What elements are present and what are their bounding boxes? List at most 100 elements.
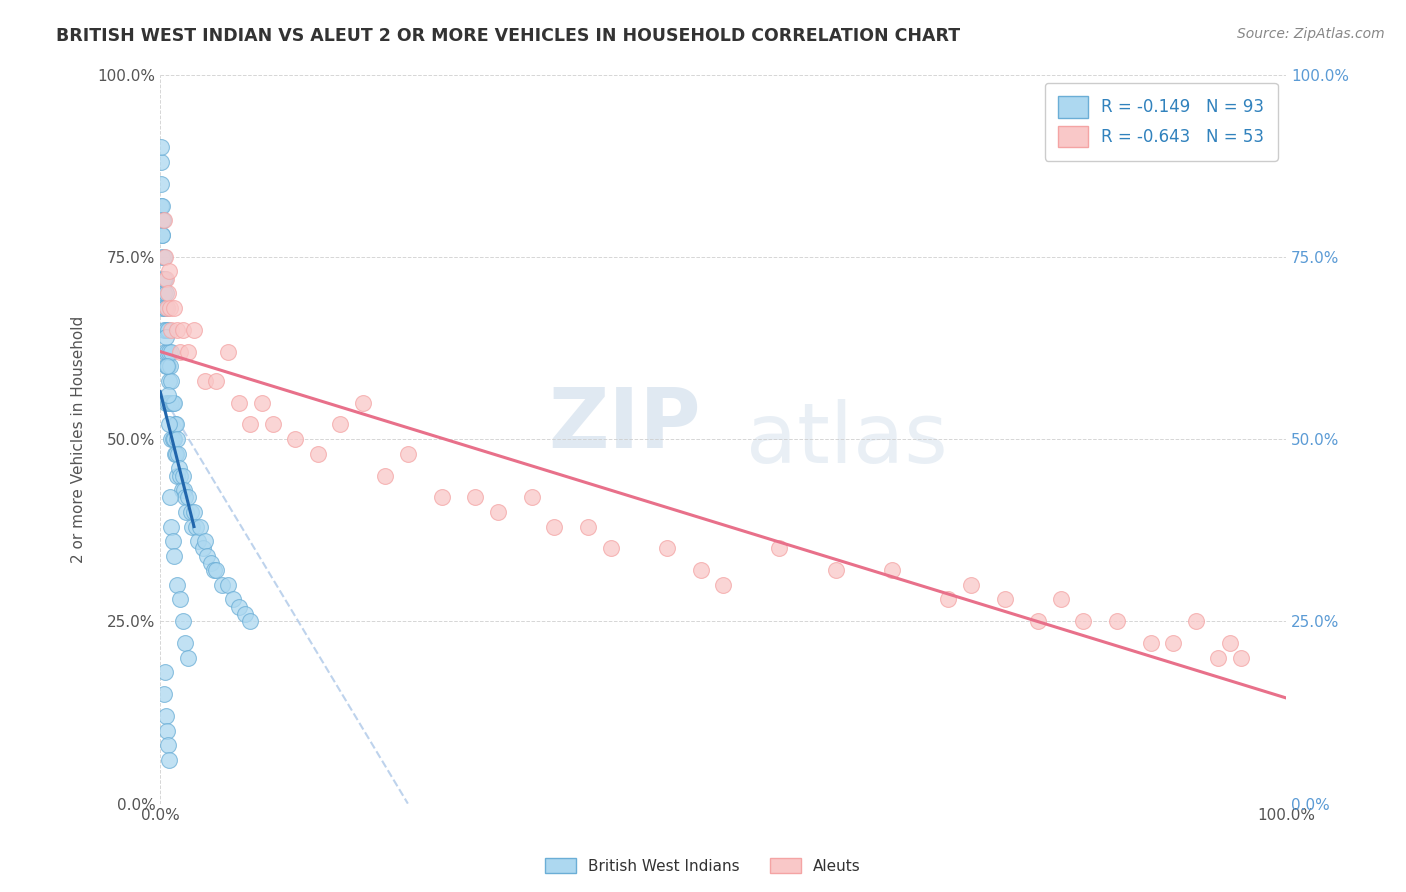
Point: [163, 447, 186, 461]
Point: [170, 483, 193, 497]
Point: [486, 505, 509, 519]
Point: [163, 395, 186, 409]
Point: [163, 432, 186, 446]
Point: [160, 323, 183, 337]
Point: [228, 599, 250, 614]
Point: [155, 323, 177, 337]
Point: [157, 323, 180, 337]
Point: [155, 709, 177, 723]
Point: [162, 395, 184, 409]
Point: [152, 271, 174, 285]
Point: [1185, 615, 1208, 629]
Point: [880, 563, 903, 577]
Point: [205, 374, 228, 388]
Point: [180, 519, 202, 533]
Point: [1208, 650, 1230, 665]
Point: [149, 155, 172, 169]
Point: [157, 388, 180, 402]
Point: [160, 374, 183, 388]
Point: [157, 264, 180, 278]
Point: [150, 140, 173, 154]
Point: [250, 395, 273, 409]
Point: [174, 505, 197, 519]
Point: [150, 177, 173, 191]
Point: [1140, 636, 1163, 650]
Point: [163, 549, 186, 563]
Text: BRITISH WEST INDIAN VS ALEUT 2 OR MORE VEHICLES IN HOUSEHOLD CORRELATION CHART: BRITISH WEST INDIAN VS ALEUT 2 OR MORE V…: [56, 27, 960, 45]
Point: [228, 395, 250, 409]
Point: [160, 344, 183, 359]
Point: [156, 723, 179, 738]
Point: [167, 447, 190, 461]
Point: [169, 461, 191, 475]
Point: [768, 541, 790, 556]
Point: [157, 739, 180, 753]
Point: [284, 432, 307, 446]
Text: Source: ZipAtlas.com: Source: ZipAtlas.com: [1237, 27, 1385, 41]
Point: [159, 359, 181, 373]
Point: [157, 753, 180, 767]
Point: [150, 199, 173, 213]
Point: [200, 556, 222, 570]
Point: [152, 227, 174, 242]
Point: [396, 447, 419, 461]
Point: [1026, 615, 1049, 629]
Point: [165, 447, 187, 461]
Point: [217, 344, 239, 359]
Point: [936, 592, 959, 607]
Point: [160, 432, 183, 446]
Point: [152, 213, 174, 227]
Point: [177, 650, 200, 665]
Point: [155, 330, 177, 344]
Point: [172, 323, 194, 337]
Point: [177, 344, 200, 359]
Point: [157, 286, 180, 301]
Point: [1073, 615, 1095, 629]
Point: [162, 534, 184, 549]
Point: [239, 417, 262, 432]
Point: [153, 271, 176, 285]
Point: [233, 607, 256, 621]
Point: [155, 286, 177, 301]
Point: [174, 491, 197, 505]
Point: [824, 563, 846, 577]
Point: [520, 491, 543, 505]
Point: [1049, 592, 1071, 607]
Point: [352, 395, 374, 409]
Point: [655, 541, 678, 556]
Point: [959, 578, 981, 592]
Point: [156, 344, 179, 359]
Point: [543, 519, 565, 533]
Point: [163, 301, 186, 315]
Point: [194, 374, 217, 388]
Point: [222, 592, 245, 607]
Point: [194, 534, 217, 549]
Point: [159, 395, 181, 409]
Point: [157, 359, 180, 373]
Point: [187, 534, 209, 549]
Text: atlas: atlas: [745, 399, 948, 480]
Point: [159, 491, 181, 505]
Point: [464, 491, 486, 505]
Point: [160, 519, 183, 533]
Point: [711, 578, 734, 592]
Point: [155, 359, 177, 373]
Point: [180, 505, 202, 519]
Point: [205, 563, 228, 577]
Point: [153, 344, 176, 359]
Point: [157, 417, 180, 432]
Point: [599, 541, 621, 556]
Point: [163, 417, 186, 432]
Point: [211, 578, 233, 592]
Point: [177, 491, 200, 505]
Point: [157, 395, 180, 409]
Point: [689, 563, 711, 577]
Point: [430, 491, 453, 505]
Point: [153, 250, 176, 264]
Point: [239, 615, 262, 629]
Point: [329, 417, 352, 432]
Y-axis label: 2 or more Vehicles in Household: 2 or more Vehicles in Household: [72, 316, 86, 563]
Point: [159, 301, 181, 315]
Point: [165, 417, 187, 432]
Point: [188, 519, 211, 533]
